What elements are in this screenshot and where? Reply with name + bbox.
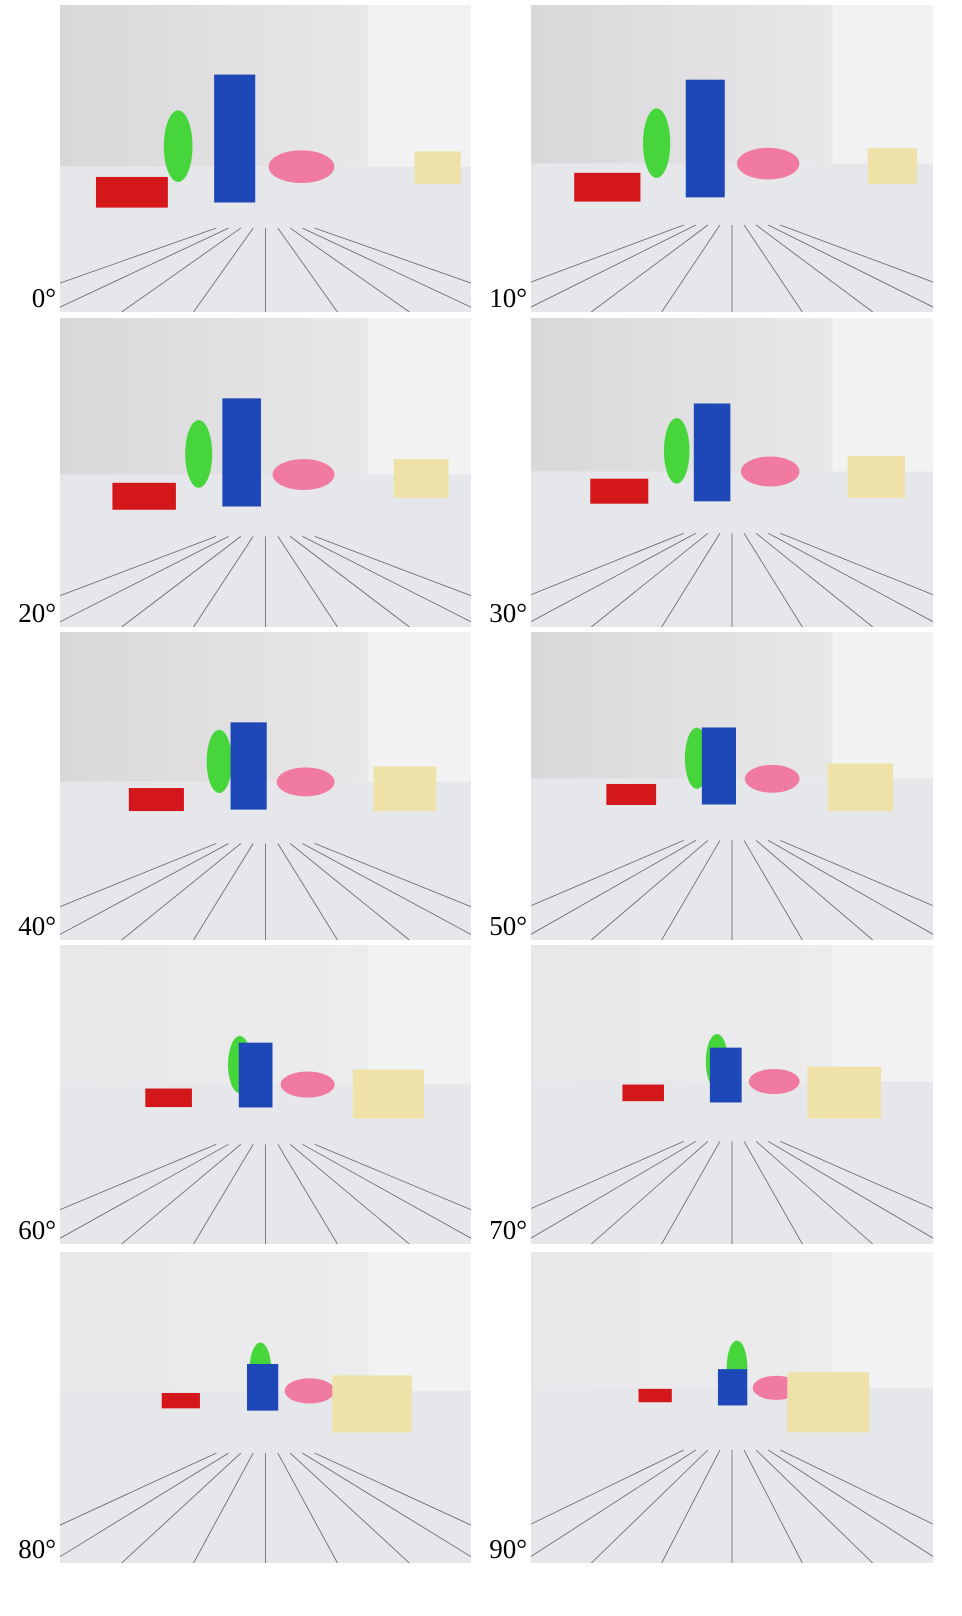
blue-tower	[694, 403, 731, 501]
yellow-block	[848, 456, 905, 498]
blue-tower	[702, 727, 736, 804]
blue-tower	[231, 722, 267, 809]
red-brick	[574, 173, 640, 202]
pink-motorbike	[749, 1069, 800, 1094]
photo	[531, 5, 933, 312]
pink-motorbike	[273, 459, 335, 490]
pink-motorbike	[269, 150, 335, 183]
wall-panel	[368, 632, 471, 782]
yellow-block	[868, 148, 917, 184]
yellow-block	[394, 459, 449, 498]
wall-panel	[833, 318, 934, 471]
photo	[60, 632, 471, 940]
yellow-block	[787, 1372, 869, 1432]
pink-motorbike	[281, 1071, 335, 1097]
yellow-block	[414, 151, 460, 184]
yellow-block	[332, 1375, 412, 1432]
wall-panel	[368, 945, 471, 1085]
photo	[531, 632, 933, 940]
photo	[531, 945, 933, 1244]
yellow-block	[373, 766, 436, 811]
photo	[60, 1252, 471, 1563]
wall-panel	[368, 318, 471, 475]
green-figure	[164, 110, 193, 182]
red-brick	[112, 483, 175, 510]
angle-label: 50°	[477, 913, 527, 940]
angle-label: 60°	[6, 1217, 56, 1244]
photo	[60, 945, 471, 1244]
blue-tower	[686, 80, 725, 198]
red-brick	[622, 1085, 664, 1102]
photo	[60, 5, 471, 312]
angle-label: 40°	[6, 913, 56, 940]
pink-motorbike	[737, 148, 799, 180]
green-figure	[664, 418, 690, 484]
red-brick	[162, 1393, 200, 1408]
wall-panel	[833, 5, 934, 164]
figure: 0° 10° 20° 30° 40° 50° 60° 70° 80° 90°	[0, 0, 962, 1616]
blue-tower	[718, 1369, 747, 1405]
red-brick	[590, 479, 648, 504]
yellow-block	[353, 1070, 424, 1119]
photo	[60, 318, 471, 627]
red-brick	[606, 784, 656, 805]
wall-panel	[833, 1252, 934, 1388]
green-figure	[207, 730, 232, 793]
blue-tower	[239, 1043, 273, 1108]
angle-label: 20°	[6, 600, 56, 627]
blue-tower	[214, 75, 255, 203]
green-figure	[643, 108, 670, 177]
angle-label: 70°	[477, 1217, 527, 1244]
photo	[531, 1252, 933, 1563]
angle-label: 90°	[477, 1536, 527, 1563]
red-brick	[639, 1389, 672, 1402]
pink-motorbike	[745, 765, 800, 793]
red-brick	[129, 788, 184, 811]
wall-panel	[368, 5, 471, 167]
angle-label: 10°	[477, 285, 527, 312]
angle-label: 80°	[6, 1536, 56, 1563]
blue-tower	[710, 1048, 742, 1103]
yellow-block	[827, 763, 893, 811]
blue-tower	[247, 1364, 278, 1411]
blue-tower	[222, 398, 261, 506]
yellow-block	[807, 1067, 881, 1119]
angle-label: 0°	[6, 285, 56, 312]
angle-label: 30°	[477, 600, 527, 627]
red-brick	[145, 1089, 192, 1108]
wall-panel	[368, 1252, 471, 1391]
pink-motorbike	[277, 767, 335, 796]
wall-panel	[833, 945, 934, 1082]
red-brick	[96, 177, 168, 208]
wall-panel	[833, 632, 934, 779]
photo	[531, 318, 933, 627]
pink-motorbike	[741, 456, 800, 486]
green-figure	[185, 420, 212, 488]
pink-motorbike	[285, 1378, 335, 1403]
